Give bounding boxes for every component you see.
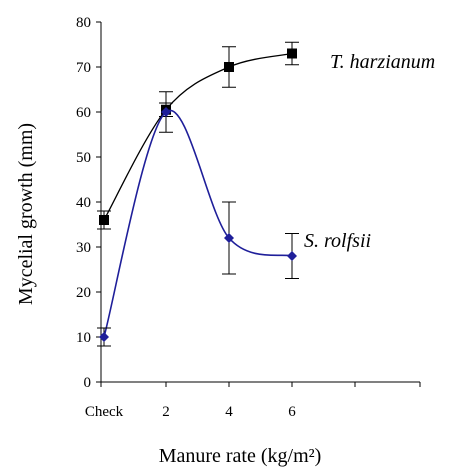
x-tick-label: 2 [162, 404, 170, 420]
data-point [224, 233, 234, 243]
series-line [103, 109, 293, 338]
data-point [99, 215, 109, 225]
x-tick-label: Check [85, 404, 124, 420]
y-tick-label: 40 [76, 195, 91, 211]
series-label: T. harzianum [330, 51, 435, 73]
y-tick-label: 0 [84, 375, 92, 391]
y-tick-label: 20 [76, 285, 91, 301]
plot-area: 0 10 20 30 40 50 60 70 80 Check 2 4 6 T. harzianum S… [76, 15, 435, 420]
series-t-harzianum: T. harzianum [97, 41, 435, 230]
x-tick-label: 4 [225, 404, 233, 420]
y-tick-label: 10 [76, 330, 91, 346]
x-tick-label: 6 [288, 404, 296, 420]
series-s-rolfsii: S. rolfsii [97, 91, 371, 347]
data-point [287, 251, 297, 261]
y-tick-label: 30 [76, 240, 91, 256]
data-point [287, 48, 297, 59]
y-tick-label: 50 [76, 150, 91, 166]
data-point [161, 107, 171, 117]
series-label: S. rolfsii [304, 230, 371, 252]
data-point [224, 62, 234, 72]
y-tick-label: 60 [76, 105, 91, 121]
series-layer: T. harzianum S. rolfsii [97, 41, 435, 347]
y-axis-title: Mycelial growth (mm) [15, 123, 37, 305]
data-point [99, 332, 109, 342]
y-tick-label: 80 [76, 15, 91, 31]
y-tick-label: 70 [76, 60, 91, 76]
series-line [103, 52, 293, 221]
y-axis-ticks: 0 10 20 30 40 50 60 70 80 [76, 15, 101, 391]
x-axis-title: Manure rate (kg/m²) [159, 445, 322, 467]
x-axis-ticks: Check 2 4 6 [85, 382, 421, 420]
